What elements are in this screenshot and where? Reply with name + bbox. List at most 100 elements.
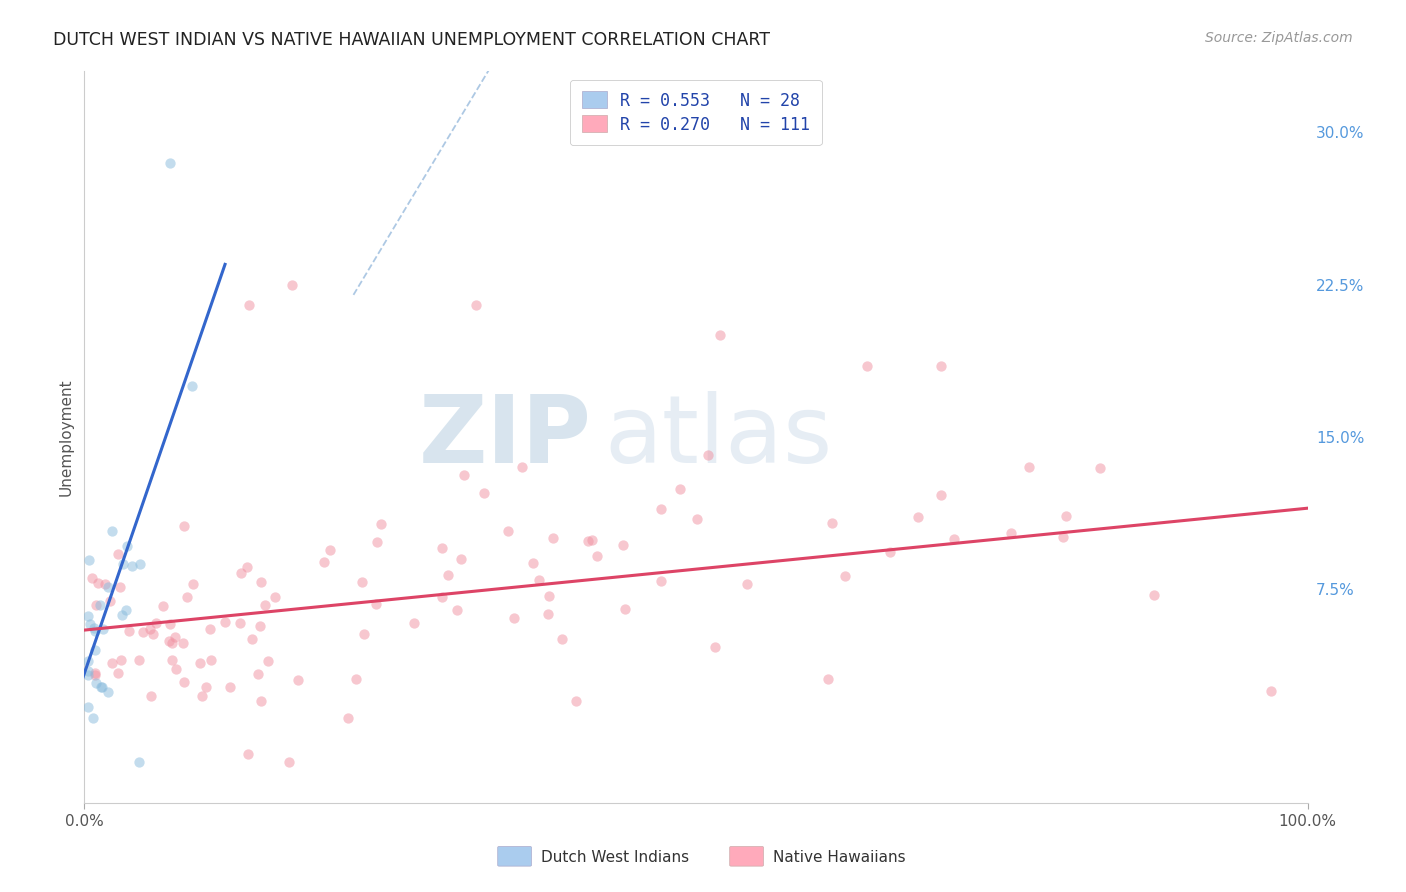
Point <box>551 632 574 646</box>
Point <box>159 617 181 632</box>
Point <box>1056 508 1078 523</box>
Point <box>152 599 174 614</box>
Point <box>537 589 560 603</box>
Point <box>231 566 253 580</box>
Point <box>430 590 453 604</box>
Legend: R = 0.553   N = 28, R = 0.270   N = 111: R = 0.553 N = 28, R = 0.270 N = 111 <box>571 79 821 145</box>
Point <box>404 616 426 631</box>
Point <box>287 673 309 688</box>
Point <box>83 621 105 635</box>
Point <box>249 619 271 633</box>
Point <box>86 676 108 690</box>
Point <box>128 653 150 667</box>
Point <box>101 656 124 670</box>
Point <box>162 653 184 667</box>
Point <box>194 680 217 694</box>
Point <box>929 359 952 373</box>
Point <box>97 685 120 699</box>
Point <box>907 509 929 524</box>
Point <box>1143 588 1166 602</box>
Point <box>98 594 121 608</box>
Point <box>942 533 965 547</box>
Point <box>107 547 129 561</box>
Point <box>257 654 280 668</box>
Point <box>219 680 242 694</box>
Point <box>142 626 165 640</box>
Point <box>264 590 287 604</box>
Point <box>1018 460 1040 475</box>
Point <box>160 636 183 650</box>
Point <box>337 711 360 725</box>
Point <box>350 575 373 590</box>
Point <box>87 575 110 590</box>
Point <box>115 539 138 553</box>
Point <box>128 755 150 769</box>
Point <box>370 517 392 532</box>
Point <box>84 666 107 681</box>
Point <box>453 467 475 482</box>
Point <box>496 524 519 538</box>
Point <box>94 577 117 591</box>
Point <box>696 448 718 462</box>
Point <box>100 524 122 538</box>
Text: atlas: atlas <box>605 391 832 483</box>
Point <box>86 599 108 613</box>
Point <box>430 541 453 555</box>
Point <box>821 516 844 531</box>
Point <box>249 575 271 590</box>
Point <box>229 616 252 631</box>
Point <box>77 553 100 567</box>
Point <box>77 699 100 714</box>
Point <box>437 568 460 582</box>
Text: ZIP: ZIP <box>419 391 592 483</box>
Point <box>502 611 524 625</box>
Point <box>250 694 273 708</box>
Point <box>157 633 180 648</box>
Point <box>200 652 222 666</box>
Text: Source: ZipAtlas.com: Source: ZipAtlas.com <box>1205 31 1353 45</box>
Point <box>1088 460 1111 475</box>
Point <box>464 298 486 312</box>
Point <box>474 485 496 500</box>
Point <box>1260 684 1282 698</box>
Point <box>181 379 204 393</box>
Point <box>91 623 114 637</box>
Point <box>277 755 299 769</box>
Point <box>281 277 304 292</box>
Point <box>650 574 672 588</box>
Point <box>139 689 162 703</box>
Point <box>90 680 112 694</box>
Point <box>84 668 107 682</box>
Text: Dutch West Indians: Dutch West Indians <box>541 850 689 864</box>
Point <box>576 533 599 548</box>
Point <box>817 672 839 686</box>
Point <box>111 607 134 622</box>
Point <box>612 538 634 552</box>
Point <box>581 533 603 548</box>
Y-axis label: Unemployment: Unemployment <box>58 378 73 496</box>
Point <box>522 556 544 570</box>
Point <box>77 609 100 624</box>
Point <box>173 518 195 533</box>
Point <box>84 642 107 657</box>
Point <box>353 627 375 641</box>
Point <box>82 571 104 585</box>
Point <box>108 581 131 595</box>
Point <box>253 598 276 612</box>
Point <box>240 632 263 647</box>
Point <box>834 569 856 583</box>
Point <box>165 663 187 677</box>
Point <box>344 672 367 686</box>
Point <box>709 328 731 343</box>
Point <box>450 552 472 566</box>
Point <box>89 598 111 612</box>
Point <box>565 694 588 708</box>
Point <box>82 711 104 725</box>
Point <box>200 622 222 636</box>
Point <box>669 482 692 496</box>
Point <box>529 573 551 587</box>
Point <box>118 624 141 638</box>
Point <box>247 667 270 681</box>
Point <box>138 623 160 637</box>
Point <box>128 558 150 572</box>
